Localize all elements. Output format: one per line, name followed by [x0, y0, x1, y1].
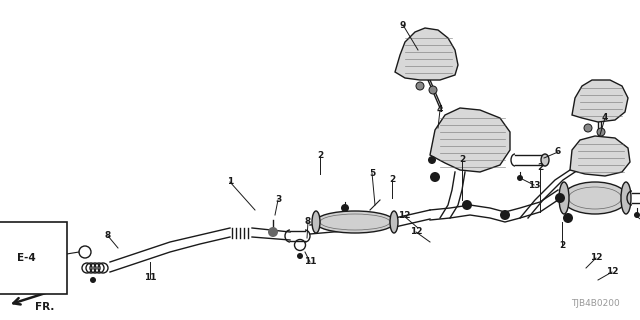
- Text: 4: 4: [437, 106, 443, 115]
- Text: 4: 4: [602, 114, 608, 123]
- Circle shape: [563, 213, 573, 223]
- Text: 3: 3: [275, 196, 281, 204]
- Ellipse shape: [541, 154, 549, 166]
- Circle shape: [555, 193, 565, 203]
- Text: 12: 12: [410, 228, 422, 236]
- Text: 2: 2: [317, 151, 323, 161]
- Text: 2: 2: [537, 164, 543, 172]
- Circle shape: [268, 227, 278, 237]
- Text: FR.: FR.: [35, 302, 54, 312]
- Polygon shape: [430, 108, 510, 172]
- Circle shape: [584, 124, 592, 132]
- Text: 13: 13: [528, 180, 540, 189]
- Circle shape: [517, 175, 523, 181]
- Ellipse shape: [315, 211, 395, 233]
- Text: 8: 8: [305, 218, 311, 227]
- Text: 8: 8: [105, 231, 111, 241]
- Circle shape: [429, 86, 437, 94]
- Text: 5: 5: [369, 169, 375, 178]
- Circle shape: [341, 204, 349, 212]
- Circle shape: [430, 172, 440, 182]
- Circle shape: [500, 210, 510, 220]
- Circle shape: [416, 82, 424, 90]
- Circle shape: [462, 200, 472, 210]
- Polygon shape: [570, 136, 630, 176]
- Text: TJB4B0200: TJB4B0200: [572, 299, 620, 308]
- Text: 12: 12: [589, 253, 602, 262]
- Text: 1: 1: [227, 178, 233, 187]
- Text: 2: 2: [459, 156, 465, 164]
- Text: 11: 11: [304, 258, 316, 267]
- Text: 12: 12: [397, 212, 410, 220]
- Ellipse shape: [312, 211, 320, 233]
- Circle shape: [634, 212, 640, 218]
- Circle shape: [90, 277, 96, 283]
- Text: 6: 6: [555, 148, 561, 156]
- Text: 12: 12: [605, 268, 618, 276]
- Circle shape: [428, 156, 436, 164]
- Text: 2: 2: [559, 242, 565, 251]
- Text: 11: 11: [144, 274, 156, 283]
- Ellipse shape: [390, 211, 398, 233]
- Ellipse shape: [563, 182, 627, 214]
- Text: 2: 2: [389, 175, 395, 185]
- Text: E-4: E-4: [17, 253, 35, 263]
- Text: 9: 9: [400, 20, 406, 29]
- Circle shape: [597, 128, 605, 136]
- Polygon shape: [572, 80, 628, 122]
- Circle shape: [297, 253, 303, 259]
- Polygon shape: [395, 28, 458, 80]
- Ellipse shape: [621, 182, 631, 214]
- Ellipse shape: [559, 182, 569, 214]
